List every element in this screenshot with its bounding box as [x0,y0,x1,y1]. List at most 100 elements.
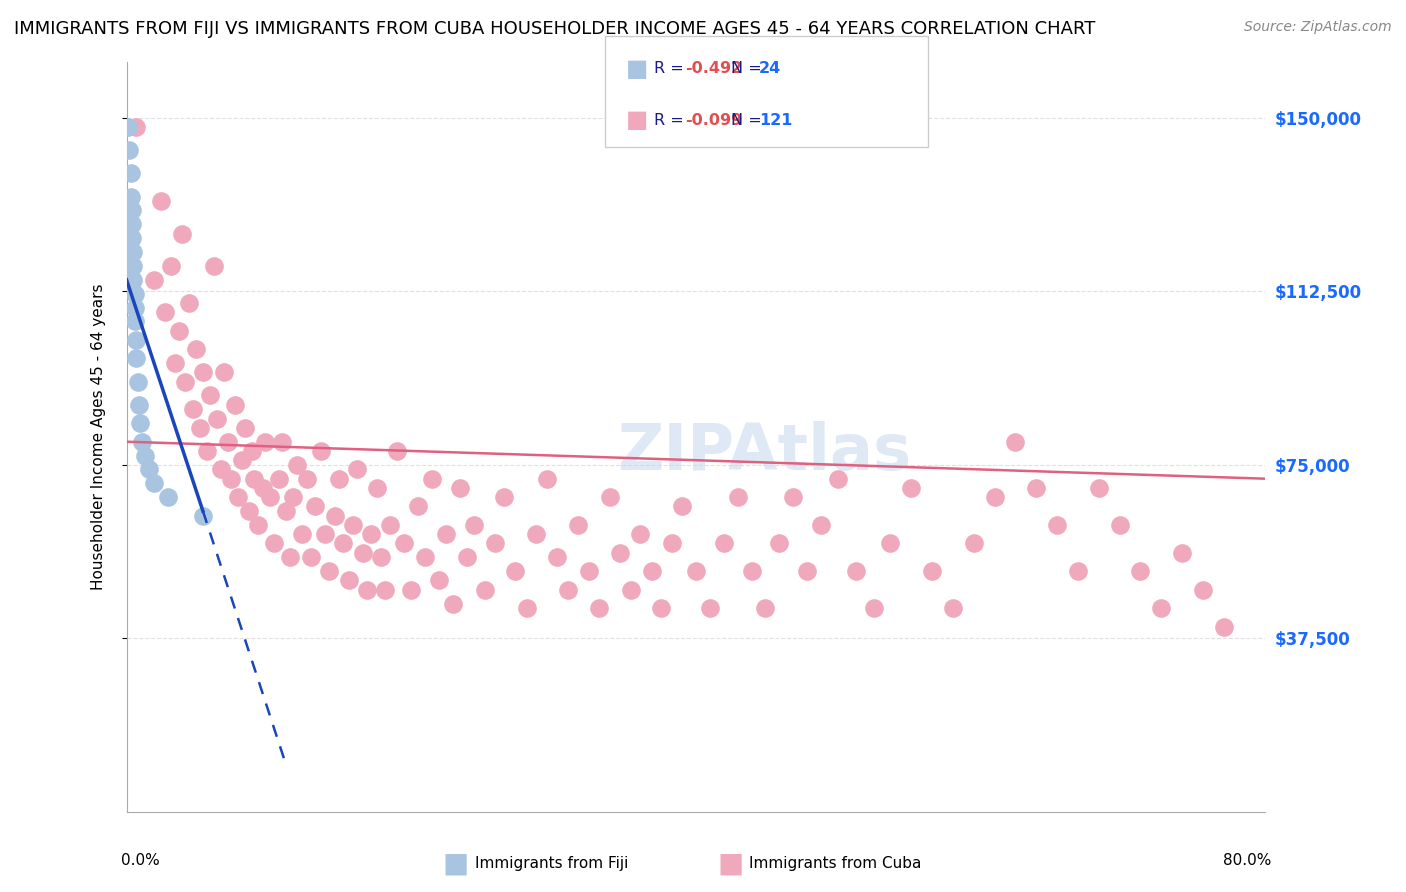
Point [810,518,832,533]
Point [387,444,409,458]
Point [217,434,239,449]
Point [125,120,148,135]
Text: IMMIGRANTS FROM FIJI VS IMMIGRANTS FROM CUBA HOUSEHOLDER INCOME AGES 45 - 64 YEA: IMMIGRANTS FROM FIJI VS IMMIGRANTS FROM … [14,20,1095,37]
Point [754,601,776,615]
Point [172,227,194,241]
Text: N =: N = [731,112,768,128]
Point [796,564,818,578]
Point [963,536,986,550]
Point [474,582,496,597]
Text: 0.0%: 0.0% [121,853,160,868]
Point [449,481,471,495]
Point [233,421,256,435]
Point [434,527,457,541]
Point [370,550,392,565]
Point [124,301,146,315]
Point [150,194,173,209]
Point [117,120,139,135]
Text: 80.0%: 80.0% [1223,853,1271,868]
Point [782,490,804,504]
Point [401,582,423,597]
Point [318,564,340,578]
Point [741,564,763,578]
Point [195,444,218,458]
Point [1108,518,1130,533]
Point [366,481,388,495]
Point [290,527,312,541]
Point [463,518,485,533]
Point [231,453,253,467]
Y-axis label: Householder Income Ages 45 - 64 years: Householder Income Ages 45 - 64 years [91,284,105,591]
Point [191,508,214,523]
Point [699,601,721,615]
Point [420,472,443,486]
Point [129,416,152,430]
Point [380,518,402,533]
Point [332,536,354,550]
Point [900,481,922,495]
Point [671,500,693,514]
Point [143,273,166,287]
Point [346,462,368,476]
Point [536,472,558,486]
Point [768,536,790,550]
Point [120,189,142,203]
Point [136,41,159,55]
Point [252,481,274,495]
Point [254,434,277,449]
Text: -0.099: -0.099 [685,112,742,128]
Point [515,601,537,615]
Point [921,564,943,578]
Point [127,375,149,389]
Point [1067,564,1090,578]
Point [181,402,204,417]
Point [620,582,643,597]
Text: ZIPAtlas: ZIPAtlas [617,421,911,483]
Point [125,351,148,366]
Point [628,527,651,541]
Point [352,546,374,560]
Point [238,504,260,518]
Text: R =: R = [654,112,689,128]
Point [727,490,749,504]
Point [1150,601,1173,615]
Text: 24: 24 [759,62,782,77]
Point [1171,546,1194,560]
Point [1025,481,1047,495]
Point [184,342,207,356]
Point [212,365,235,379]
Point [121,231,143,245]
Text: Source: ZipAtlas.com: Source: ZipAtlas.com [1244,20,1392,34]
Point [546,550,568,565]
Point [567,518,589,533]
Point [283,490,305,504]
Point [271,434,294,449]
Text: ■: ■ [717,849,744,878]
Point [1004,434,1026,449]
Point [304,500,326,514]
Point [263,536,285,550]
Point [328,472,350,486]
Point [862,601,884,615]
Point [157,490,180,504]
Point [394,536,416,550]
Point [360,527,382,541]
Point [134,449,156,463]
Point [269,472,291,486]
Point [337,574,360,588]
Point [685,564,707,578]
Point [441,597,464,611]
Point [599,490,621,504]
Point [118,144,141,158]
Point [299,550,322,565]
Point [125,333,148,347]
Point [122,259,145,273]
Point [124,286,146,301]
Point [309,444,332,458]
Text: ■: ■ [626,57,648,81]
Point [557,582,579,597]
Point [131,434,153,449]
Point [413,550,436,565]
Point [1129,564,1152,578]
Point [240,444,263,458]
